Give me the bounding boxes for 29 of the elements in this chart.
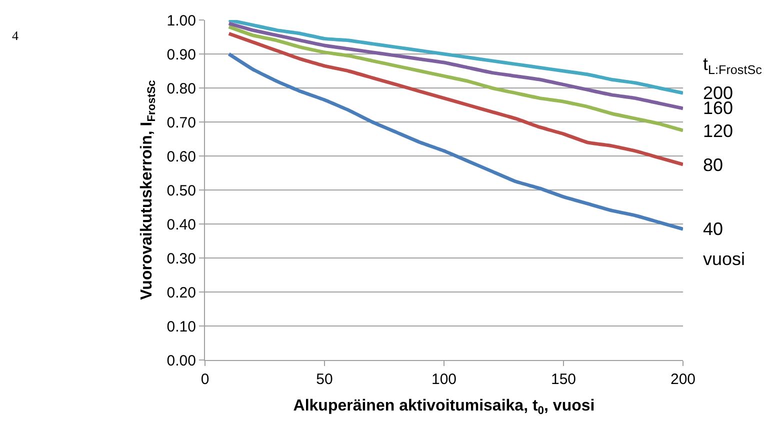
y-tick-label: 0.20 xyxy=(166,284,196,302)
line-series xyxy=(227,32,683,166)
x-axis-title: Alkuperäinen aktivoitumisaika, t$_{0}$, vuosi xyxy=(293,398,595,418)
y-tick-label: 1.00 xyxy=(166,12,196,30)
x-tick-label: 150 xyxy=(550,371,576,388)
x-tick-label: 50 xyxy=(316,371,333,388)
series-label: 160 xyxy=(703,98,734,118)
y-tick-label: 0.80 xyxy=(166,80,196,98)
x-tick-label: 0 xyxy=(200,371,210,388)
y-tick-label: 0.00 xyxy=(166,352,196,370)
line-series xyxy=(227,52,683,231)
text: vuosi xyxy=(703,249,746,269)
x-tick-label: 200 xyxy=(670,371,696,388)
y-tick-label: 0.10 xyxy=(166,318,196,336)
series-label: 40 xyxy=(703,219,724,239)
y-tick-label: 0.60 xyxy=(166,148,196,166)
y-tick-label: 0.30 xyxy=(166,250,196,268)
x-tick-label: 100 xyxy=(431,371,457,388)
y-tick-label: 0.70 xyxy=(166,114,196,132)
y-tick-label: 0.40 xyxy=(166,216,196,234)
y-tick-label: 0.50 xyxy=(166,182,196,200)
y-tick-label: 0.90 xyxy=(166,46,196,64)
legend-title: t$_{L:FrostSc}$ xyxy=(703,54,762,77)
text: 4 xyxy=(12,28,19,43)
series-label: 120 xyxy=(703,121,734,141)
series-label: 80 xyxy=(703,155,724,175)
line-series xyxy=(227,22,683,110)
line-series xyxy=(227,20,683,95)
line-series xyxy=(227,25,683,132)
